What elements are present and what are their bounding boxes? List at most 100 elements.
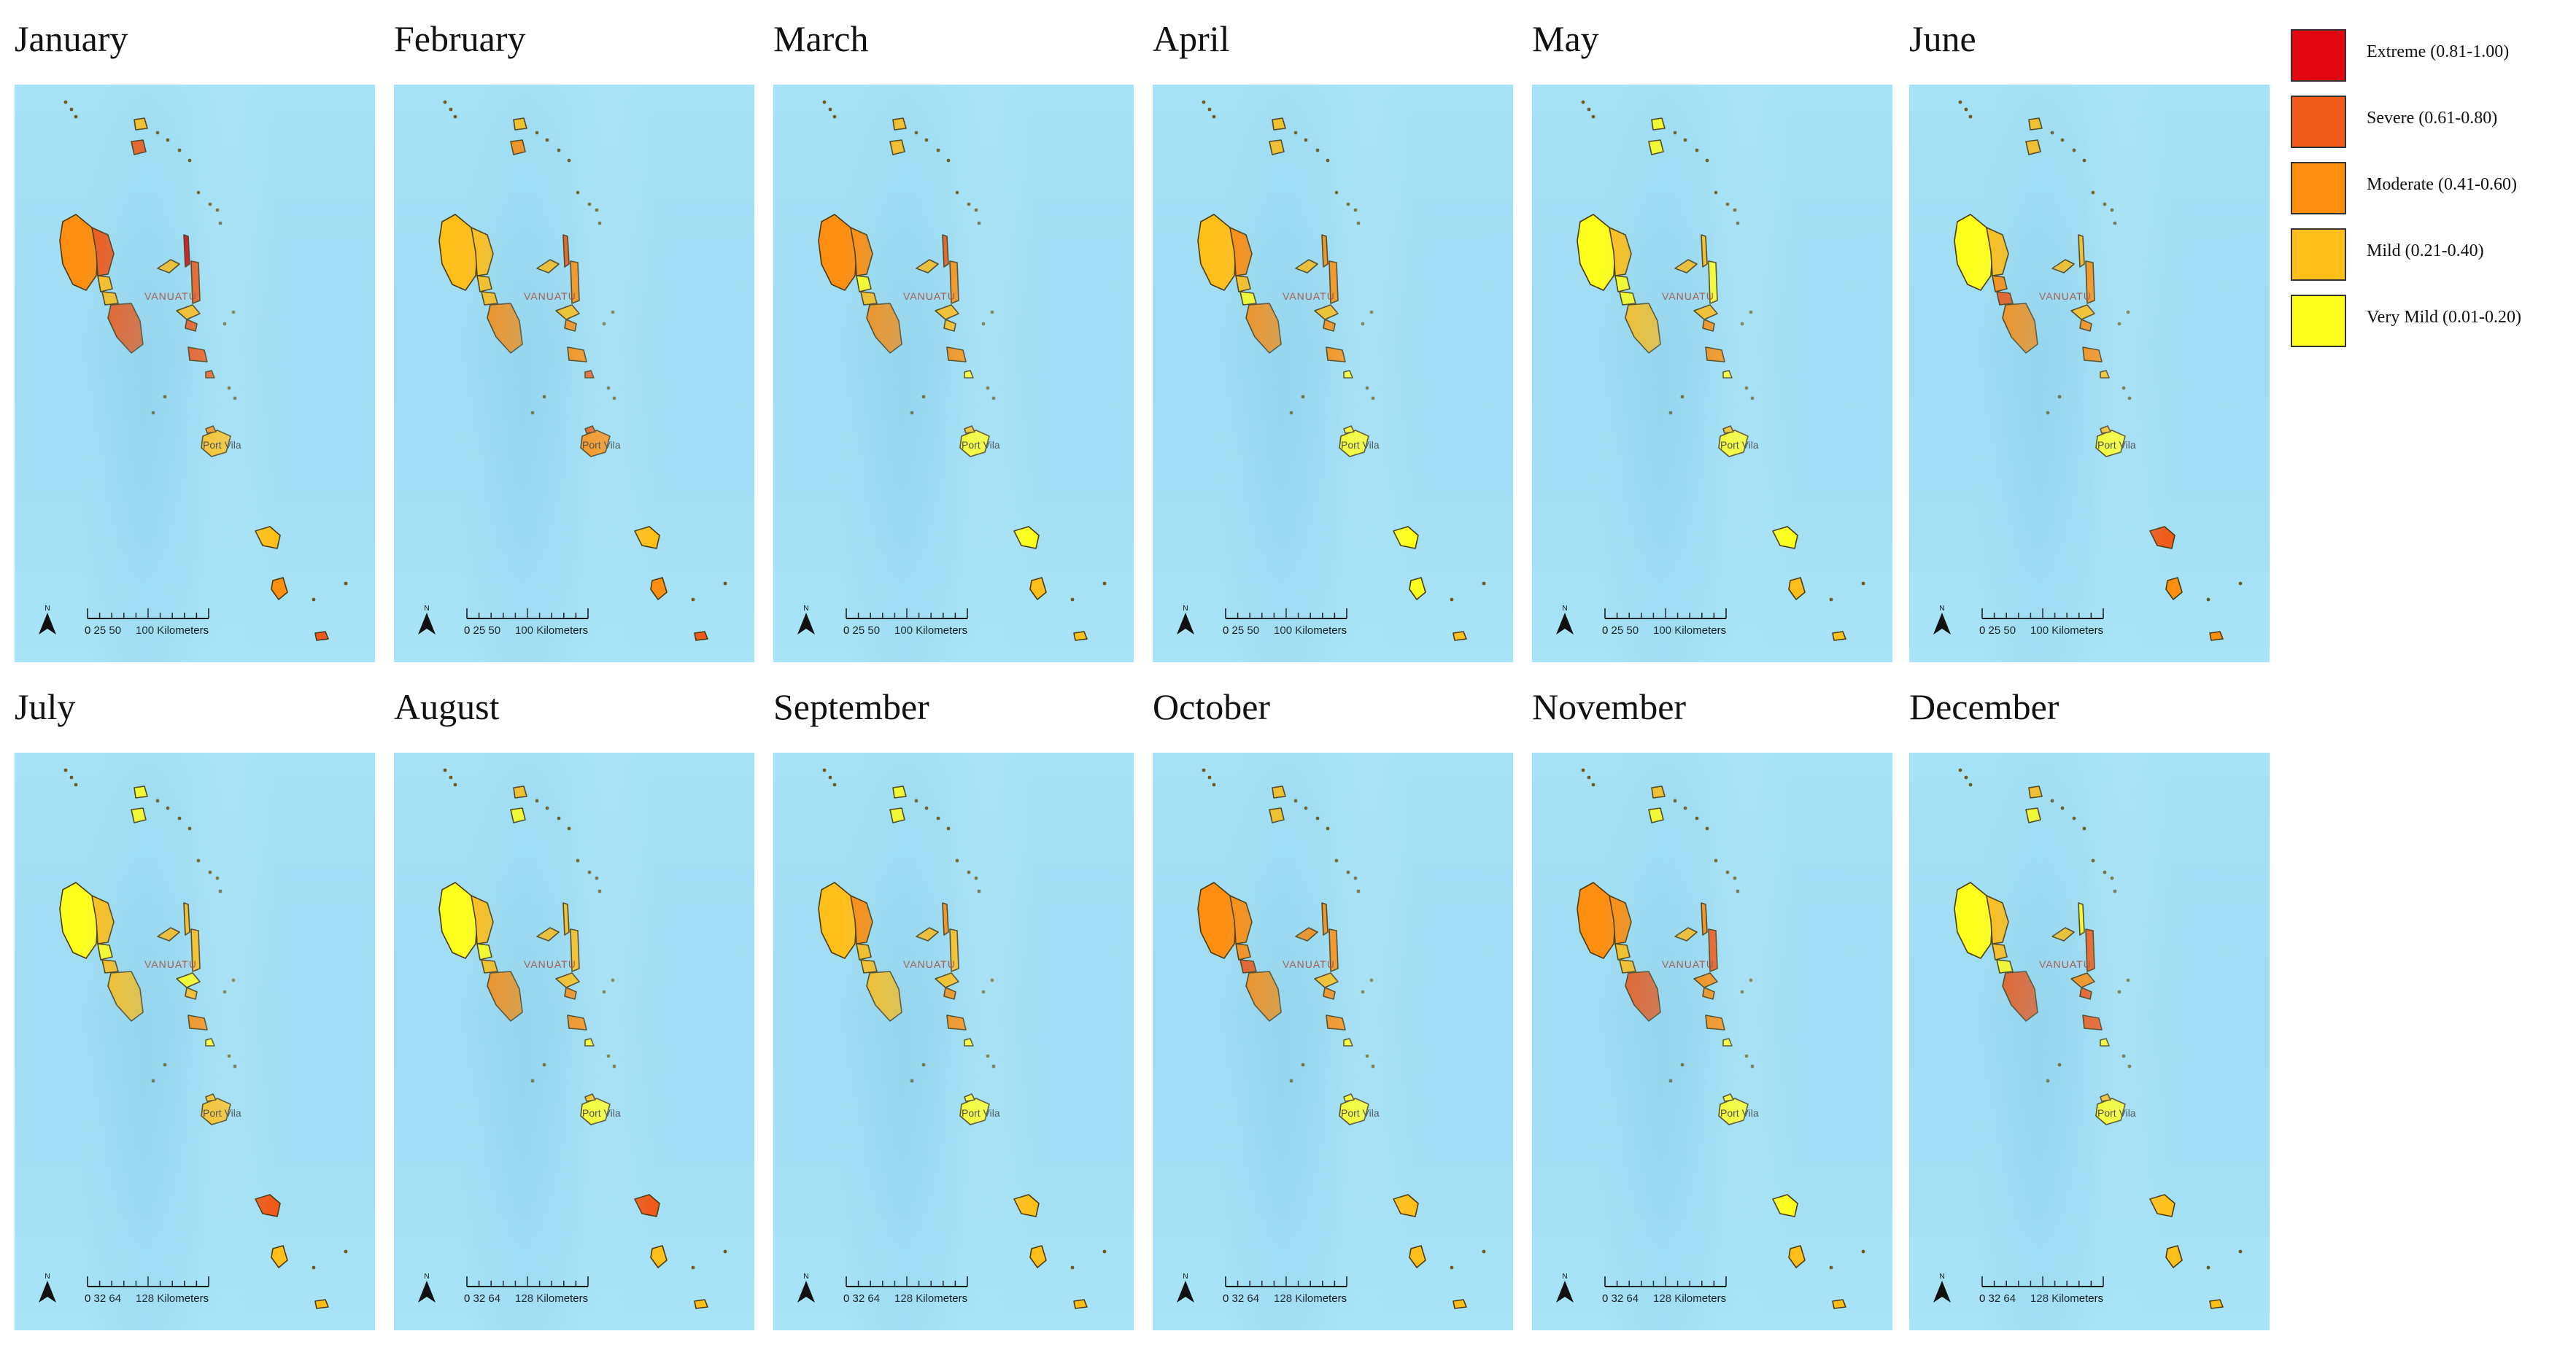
north-arrow-icon: N <box>418 1273 436 1303</box>
islet-dot <box>990 978 994 982</box>
map-panel-february: February VANUATU Port Vila N 0 25 50 100 Kilo… <box>394 18 754 662</box>
islet-dot <box>832 783 837 787</box>
islet-dot <box>1829 597 1833 602</box>
island-efate-nguna <box>964 425 975 434</box>
north-arrow-shape <box>418 1281 436 1303</box>
islet-dot <box>822 768 827 772</box>
islet-dot <box>155 131 160 135</box>
island-map <box>1577 768 1865 1309</box>
map-panel-january: January VANUATU Port Vila N 0 25 50 100 Kilom… <box>15 18 375 662</box>
islet-dot <box>1968 783 1973 787</box>
island-erromango <box>2149 526 2175 549</box>
island-espiritu-santo <box>438 882 478 959</box>
island-banks-gaua <box>1648 139 1664 155</box>
island-santo-east <box>1986 227 2009 276</box>
scale-bar <box>1604 1276 1727 1287</box>
island-malo <box>1239 959 1257 974</box>
islet-dot <box>1207 107 1212 112</box>
island-tanna <box>1409 1245 1426 1268</box>
islet-dot <box>535 799 539 803</box>
islet-dot <box>187 826 192 831</box>
island-malo <box>860 959 878 974</box>
islet-dot <box>723 581 727 586</box>
scale-text: 0 32 64 128 Kilometers <box>464 1292 588 1305</box>
island-malekula <box>1245 303 1282 354</box>
islet-dot <box>69 775 74 780</box>
islet-dot <box>163 395 167 399</box>
islet-dot <box>443 100 447 104</box>
country-label: VANUATU <box>524 290 576 302</box>
islet-dot <box>924 806 929 810</box>
island-ambrym <box>1693 304 1718 320</box>
islet-dot <box>1744 386 1749 390</box>
map-frame: VANUATU Port Vila N 0 32 64 128 Kilometers <box>773 753 1134 1330</box>
island-efate-nguna <box>205 1093 217 1102</box>
island-epi <box>946 346 967 362</box>
island-shepherds <box>964 370 974 379</box>
islet-dot <box>1289 411 1293 415</box>
island-erromango <box>1013 1194 1040 1217</box>
islet-dot <box>946 826 951 831</box>
island-tanna <box>1788 1245 1806 1268</box>
island-tanna <box>2165 1245 2183 1268</box>
island-tanna <box>650 1245 668 1268</box>
islet-dot <box>557 148 561 152</box>
islet-dot <box>1705 826 1709 831</box>
island-pentecost <box>1708 260 1718 304</box>
island-paama <box>943 987 956 1000</box>
north-arrow-shape <box>1177 613 1194 635</box>
islet-dot <box>196 190 201 195</box>
island-ambae <box>1674 259 1698 274</box>
islet-dot <box>1289 1079 1293 1083</box>
island-ambrym <box>2070 972 2095 988</box>
islet-dot <box>74 783 78 787</box>
legend-label-mild: Mild (0.21-0.40) <box>2367 241 2484 260</box>
scale-bar <box>87 608 209 619</box>
legend-item-very-mild: Very Mild (0.01-0.20) <box>2291 293 2575 352</box>
island-malekula <box>107 971 144 1022</box>
islet-dot <box>981 322 986 326</box>
island-tanna <box>650 577 668 600</box>
island-aneityum <box>1453 631 1467 641</box>
islet-dot <box>1591 783 1596 787</box>
island-epi <box>1705 346 1725 362</box>
island-ambrym <box>1693 972 1718 988</box>
scale-distance-label: 100 Kilometers <box>894 624 968 637</box>
islet-dot <box>1369 978 1374 982</box>
island-efate <box>959 1098 990 1125</box>
islet-dot <box>1301 395 1305 399</box>
islet-dot <box>955 190 959 195</box>
island-aore <box>476 275 492 292</box>
capital-label: Port Vila <box>1341 439 1380 451</box>
islet-dot <box>822 100 827 104</box>
capital-label: Port Vila <box>1341 1107 1380 1119</box>
island-malekula <box>1625 303 1661 354</box>
island-pentecost <box>1328 260 1339 304</box>
islet-dot <box>2072 148 2076 152</box>
island-espiritu-santo <box>1577 214 1616 291</box>
islet-dot <box>991 396 996 400</box>
map-frame: VANUATU Port Vila N 0 32 64 128 Kilometers <box>1909 753 2270 1330</box>
month-title: October <box>1153 686 1271 727</box>
islet-dot <box>914 799 918 803</box>
islet-dot <box>587 202 592 206</box>
islet-dot <box>218 889 223 893</box>
island-efate-nguna <box>584 1093 596 1102</box>
north-arrow-shape <box>1933 613 1951 635</box>
islet-dot <box>1733 876 1737 880</box>
island-paama <box>185 987 198 1000</box>
islet-dot <box>567 826 571 831</box>
islet-dot <box>2127 1064 2132 1068</box>
island-maewo <box>2078 234 2085 268</box>
scale-distance-label: 128 Kilometers <box>2030 1292 2104 1305</box>
island-ambrym <box>176 304 201 320</box>
island-map <box>59 100 348 641</box>
island-santo-east <box>91 895 115 944</box>
island-efate-nguna <box>2100 1093 2111 1102</box>
islet-dot <box>1326 826 1330 831</box>
island-tanna <box>271 1245 288 1268</box>
scale-distance-label: 128 Kilometers <box>1653 1292 1727 1305</box>
capital-label: Port Vila <box>203 1107 241 1119</box>
island-aneityum <box>314 631 329 641</box>
north-label: N <box>803 1273 808 1281</box>
